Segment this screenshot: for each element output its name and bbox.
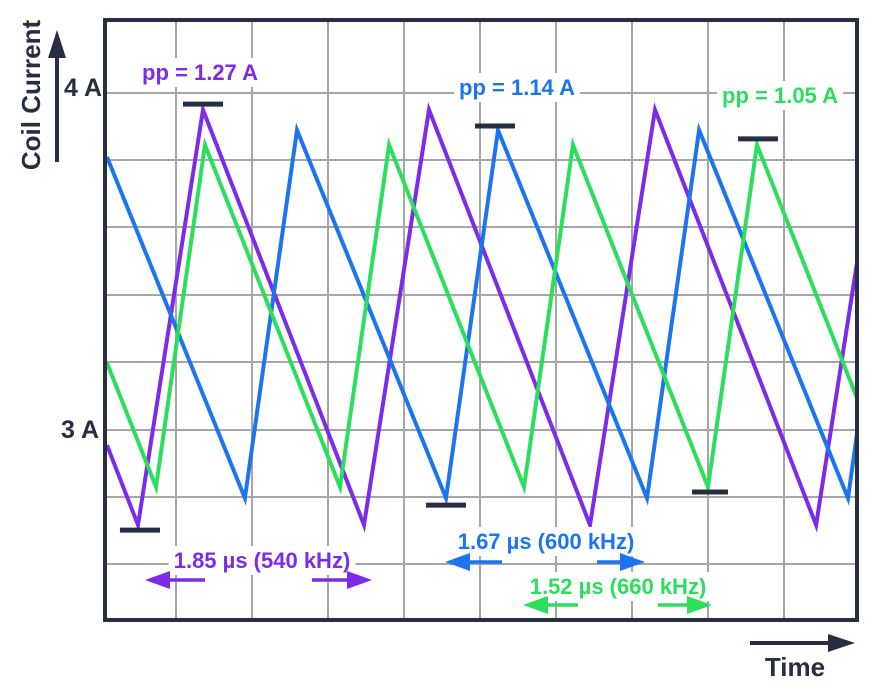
peak-trough-markers bbox=[119, 101, 778, 533]
x-axis-arrow-icon bbox=[828, 634, 855, 652]
x-axis-title: Time bbox=[765, 652, 825, 682]
label-bg bbox=[454, 73, 581, 102]
waveform-660khz bbox=[105, 137, 859, 495]
label-bg bbox=[452, 527, 640, 556]
y-axis-arrow-icon bbox=[48, 30, 66, 58]
pp-label-540khz: pp = 1.27 A bbox=[142, 60, 258, 85]
label-bg bbox=[137, 58, 264, 87]
waveform-600khz bbox=[105, 122, 859, 506]
label-bg bbox=[717, 81, 844, 110]
waveforms bbox=[105, 102, 859, 533]
plot-border bbox=[103, 18, 859, 622]
arrow-left-660khz-icon bbox=[523, 596, 548, 614]
arrow-right-600khz-icon bbox=[620, 553, 645, 571]
y-axis-title: Coil Current bbox=[16, 20, 46, 171]
arrow-right-540khz-icon bbox=[347, 571, 372, 589]
period-label-600khz: 1.67 µs (600 kHz) bbox=[458, 529, 635, 554]
pp-label-600khz: pp = 1.14 A bbox=[459, 75, 575, 100]
label-bg bbox=[524, 572, 712, 601]
label-bg bbox=[168, 546, 356, 575]
grid-lines bbox=[107, 22, 855, 618]
arrow-left-600khz-icon bbox=[445, 553, 470, 571]
arrow-right-660khz-icon bbox=[687, 596, 712, 614]
period-label-540khz: 1.85 µs (540 kHz) bbox=[174, 548, 351, 573]
period-label-660khz: 1.52 µs (660 kHz) bbox=[530, 574, 707, 599]
arrow-left-540khz-icon bbox=[145, 571, 170, 589]
waveform-540khz bbox=[105, 102, 859, 533]
y-tick-3a: 3 A bbox=[61, 416, 99, 444]
period-arrows bbox=[145, 553, 712, 614]
label-backgrounds bbox=[137, 58, 844, 601]
pp-label-660khz: pp = 1.05 A bbox=[722, 83, 838, 108]
y-tick-4a: 4 A bbox=[64, 74, 102, 102]
